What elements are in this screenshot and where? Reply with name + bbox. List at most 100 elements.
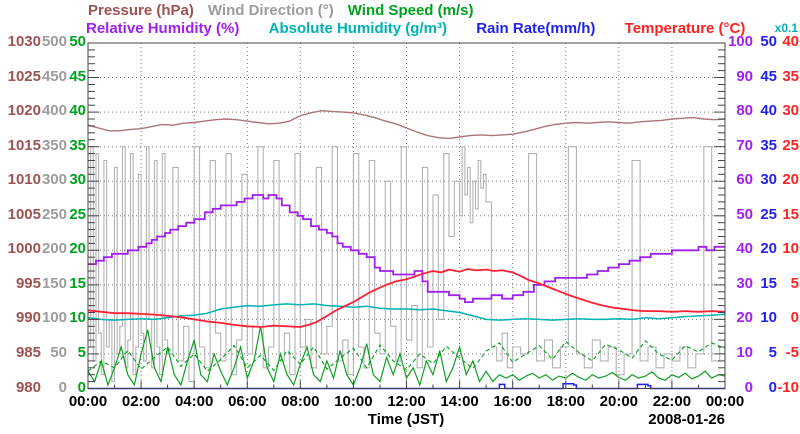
pressure-tick-label: 990 (15, 309, 41, 327)
time-tick-label: 16:00 (493, 393, 532, 410)
rain_rate-tick-label: 50 (760, 33, 777, 50)
relative_humidity-tick-label: 80 (736, 102, 753, 120)
relative_humidity-tick-label: 30 (736, 274, 753, 292)
pressure-tick-label: 1030 (7, 33, 41, 50)
series-rain_rate (88, 382, 725, 390)
series-absolute_humidity (87, 303, 726, 321)
legend-wind-speed: Wind Speed (m/s) (347, 2, 474, 19)
wind_direction-tick-label: 50 (50, 343, 67, 361)
x-axis-title: Time (JST) (367, 411, 445, 428)
wind_direction-tick-label: 450 (41, 67, 67, 85)
pressure-tick-label: 1025 (7, 67, 41, 85)
legend-pressure: Pressure (hPa) (88, 2, 194, 19)
pressure-tick-label: 1005 (7, 205, 41, 223)
wind_direction-tick-label: 200 (41, 240, 67, 258)
wind_speed-tick-label: 30 (69, 171, 86, 189)
legend-absolute-humidity: Absolute Humidity (g/m³) (268, 20, 447, 37)
time-tick-label: 14:00 (440, 393, 479, 410)
chart-legend-line2: Relative Humidity (%) Absolute Humidity (… (86, 20, 798, 38)
pressure-tick-label: 1010 (7, 171, 41, 189)
wind_direction-tick-label: 0 (58, 378, 67, 396)
time-tick-label: 02:00 (121, 393, 161, 410)
temperature-tick-label: 40 (782, 33, 799, 50)
pressure-tick-label: 985 (15, 343, 41, 361)
legend-scale-note: x0.1 (774, 21, 798, 35)
rain_rate-tick-label: 5 (768, 343, 777, 361)
temperature-tick-label: 25 (782, 136, 799, 154)
wind_direction-tick-label: 250 (41, 205, 67, 223)
rain_rate-tick-label: 30 (760, 171, 777, 189)
wind_speed-tick-label: 20 (69, 240, 86, 258)
temperature-tick-label: -10 (777, 378, 799, 396)
wind_direction-tick-label: 100 (41, 309, 67, 327)
legend-rain-rate: Rain Rate(mm/h) (476, 20, 596, 37)
relative_humidity-tick-label: 20 (736, 309, 753, 327)
date-label: 2008-01-26 (648, 411, 725, 428)
time-tick-label: 18:00 (546, 393, 585, 410)
time-tick-label: 00:00 (68, 393, 108, 410)
temperature-tick-label: 5 (790, 274, 799, 292)
pressure-tick-label: 1020 (7, 102, 41, 120)
wind_speed-tick-label: 25 (69, 205, 86, 223)
wind_direction-tick-label: 500 (41, 33, 67, 50)
wind_speed-tick-label: 40 (69, 102, 86, 120)
wind_direction-tick-label: 400 (41, 102, 67, 120)
wind_speed-tick-label: 50 (69, 33, 86, 50)
series-wind_speed_dashed (87, 339, 726, 373)
legend-temperature: Temperature (°C) (624, 20, 746, 37)
relative_humidity-tick-label: 40 (736, 240, 753, 258)
pressure-tick-label: 1015 (7, 136, 41, 154)
relative_humidity-tick-label: 70 (736, 136, 753, 154)
temperature-tick-label: 30 (782, 102, 799, 120)
relative_humidity-tick-label: 100 (727, 33, 753, 50)
rain_rate-tick-label: 15 (760, 274, 777, 292)
temperature-tick-label: -5 (785, 343, 799, 361)
series-temperature (87, 268, 726, 328)
wind_speed-tick-label: 5 (77, 343, 86, 361)
temperature-tick-label: 20 (782, 171, 799, 189)
relative_humidity-tick-label: 90 (736, 67, 753, 85)
wind_direction-tick-label: 150 (41, 274, 67, 292)
pressure-tick-label: 1000 (7, 240, 41, 258)
pressure-tick-label: 980 (15, 378, 41, 396)
time-tick-label: 20:00 (599, 393, 639, 410)
wind_speed-tick-label: 35 (69, 136, 86, 154)
rain_rate-tick-label: 25 (760, 205, 777, 223)
relative_humidity-tick-label: 60 (736, 171, 753, 189)
wind_speed-tick-label: 15 (69, 274, 86, 292)
rain_rate-tick-label: 10 (760, 309, 777, 327)
rain_rate-tick-label: 40 (760, 102, 777, 120)
chart-legend-line1: Pressure (hPa) Wind Direction (°) Wind Spe… (88, 2, 473, 20)
rain_rate-tick-label: 35 (760, 136, 777, 154)
temperature-tick-label: 15 (782, 205, 799, 223)
series-pressure (87, 109, 726, 140)
series-relative_humidity (88, 194, 725, 303)
temperature-tick-label: 35 (782, 67, 799, 85)
time-tick-label: 00:00 (705, 393, 745, 410)
rain_rate-tick-label: 20 (760, 240, 777, 258)
time-tick-label: 10:00 (334, 393, 373, 410)
temperature-tick-label: 0 (790, 309, 799, 327)
series-wind_speed (87, 326, 726, 387)
rain_rate-tick-label: 45 (760, 67, 777, 85)
wind_speed-tick-label: 0 (77, 378, 86, 396)
relative_humidity-tick-label: 10 (736, 343, 753, 361)
series-wind_direction (88, 146, 726, 383)
plot-border (87, 42, 726, 389)
pressure-tick-label: 995 (15, 274, 41, 292)
wind_direction-tick-label: 350 (41, 136, 67, 154)
relative_humidity-tick-label: 0 (744, 378, 753, 396)
time-tick-label: 04:00 (174, 393, 214, 410)
wind_speed-tick-label: 10 (69, 309, 86, 327)
legend-wind-direction: Wind Direction (°) (207, 2, 334, 19)
wind_speed-tick-label: 45 (69, 67, 86, 85)
rain_rate-tick-label: 0 (768, 378, 777, 396)
time-tick-label: 06:00 (228, 393, 267, 410)
legend-relative-humidity: Relative Humidity (%) (86, 20, 240, 37)
time-tick-label: 08:00 (281, 393, 320, 410)
time-tick-label: 12:00 (387, 393, 426, 410)
relative_humidity-tick-label: 50 (736, 205, 753, 223)
wind_direction-tick-label: 300 (41, 171, 67, 189)
